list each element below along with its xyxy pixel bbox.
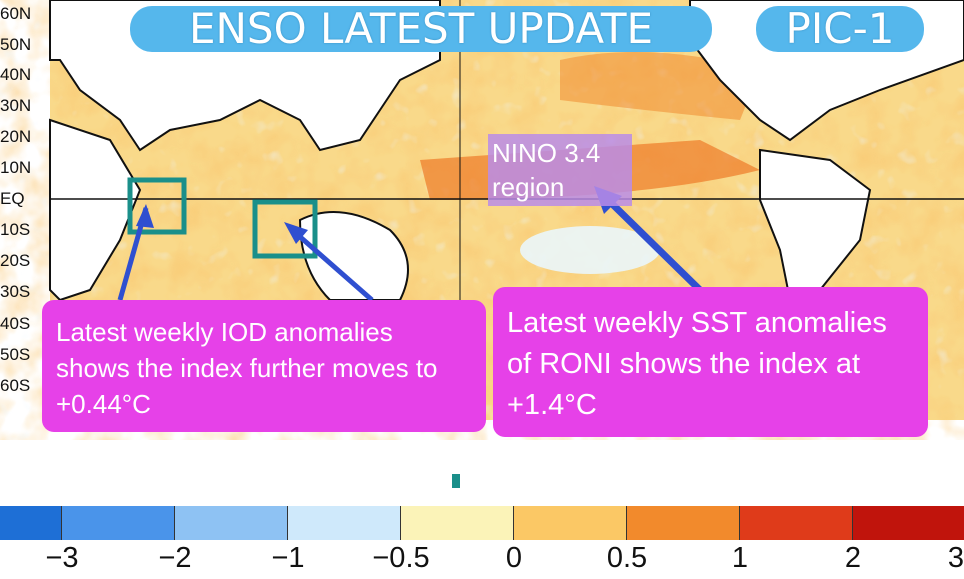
colorbar-tick-label: 1 bbox=[731, 542, 749, 574]
colorbar-cell bbox=[514, 506, 627, 540]
sst-anomaly-map bbox=[49, 0, 964, 420]
arrow-iod-west-head bbox=[136, 204, 154, 228]
colorbar-tick-label: 0 bbox=[505, 542, 523, 574]
lat-label-60s: 60S bbox=[0, 376, 31, 395]
colorbar-tick-label: 3 bbox=[947, 542, 964, 574]
lat-label-20s: 20S bbox=[0, 251, 31, 270]
colorbar-tick-label: 2 bbox=[844, 542, 862, 574]
colorbar-cell bbox=[401, 506, 514, 540]
land-africa bbox=[49, 118, 142, 302]
warm-band-northpacific bbox=[560, 52, 760, 120]
lat-label-10n: 10N bbox=[0, 158, 32, 177]
colorbar-cell bbox=[740, 506, 853, 540]
lat-label-20n: 20N bbox=[0, 127, 32, 146]
colorbar-tick-label: −2 bbox=[158, 542, 192, 574]
lat-label-40s: 40S bbox=[0, 314, 31, 333]
colorbar-cell bbox=[627, 506, 740, 540]
colorbar-cell bbox=[62, 506, 175, 540]
lat-label-50s: 50S bbox=[0, 345, 31, 364]
iod-west-box bbox=[127, 177, 187, 235]
colorbar bbox=[0, 506, 964, 540]
lat-label-10s: 10S bbox=[0, 220, 31, 239]
lat-label-30n: 30N bbox=[0, 96, 32, 115]
arrow-nino bbox=[597, 189, 703, 293]
colorbar-cell bbox=[175, 506, 288, 540]
arrow-iod-east-head bbox=[284, 222, 308, 244]
land-australia bbox=[298, 211, 409, 301]
iod-east-box bbox=[252, 199, 318, 259]
colorbar-cell bbox=[0, 506, 62, 540]
map-canvas bbox=[49, 0, 964, 420]
cool-region-south-pacific bbox=[520, 226, 660, 274]
colorbar-cell bbox=[288, 506, 401, 540]
lat-label-30s: 30S bbox=[0, 282, 31, 301]
colorbar-tick-label: −3 bbox=[45, 542, 79, 574]
colorbar-cell bbox=[853, 506, 964, 540]
arrow-iod-east bbox=[288, 226, 374, 302]
lat-label-eq: EQ bbox=[0, 189, 25, 208]
nino34-region-label: NINO 3.4 region bbox=[488, 134, 632, 206]
iod-callout: Latest weekly IOD anomalies shows the in… bbox=[42, 300, 486, 432]
pic-number-banner: PIC-1 bbox=[756, 6, 924, 52]
lat-label-40n: 40N bbox=[0, 65, 32, 84]
colorbar-tick-label: −0.5 bbox=[372, 542, 430, 574]
title-banner: ENSO LATEST UPDATE bbox=[130, 6, 712, 52]
colorbar-tick-label: −1 bbox=[271, 542, 305, 574]
lat-label-60n: 60N bbox=[0, 4, 32, 23]
lat-label-50n: 50N bbox=[0, 35, 32, 54]
sst-callout: Latest weekly SST anomalies of RONI show… bbox=[493, 287, 928, 437]
colorbar-tick-label: 0.5 bbox=[606, 542, 648, 574]
cursor-mark bbox=[452, 474, 460, 488]
